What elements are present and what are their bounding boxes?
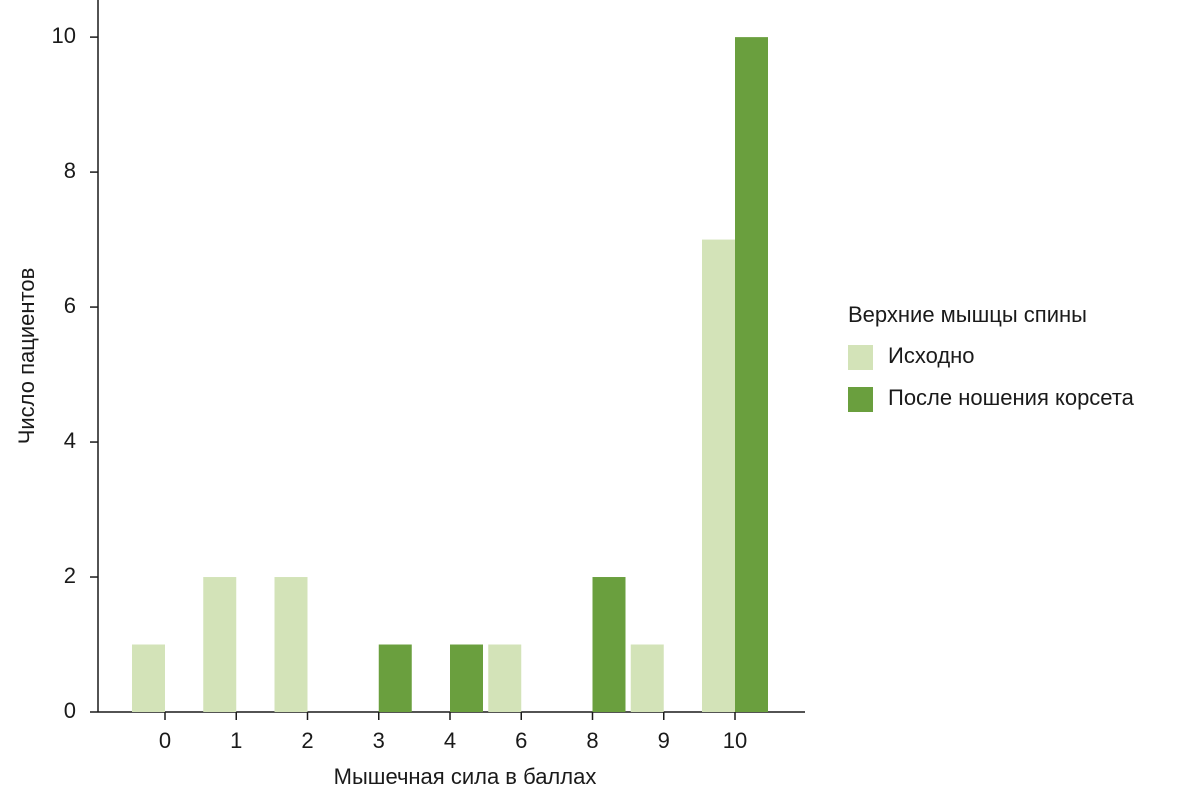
legend-label: После ношения корсета	[888, 385, 1135, 410]
x-tick-label: 0	[159, 728, 171, 753]
x-tick-label: 2	[301, 728, 313, 753]
bar	[203, 577, 237, 712]
bar	[450, 644, 483, 712]
x-tick-label: 4	[444, 728, 456, 753]
legend-title: Верхние мышцы спины	[848, 302, 1087, 327]
bar	[735, 37, 768, 713]
x-tick-label: 8	[586, 728, 598, 753]
bar	[274, 577, 308, 712]
x-tick-label: 6	[515, 728, 527, 753]
y-tick-label: 2	[64, 563, 76, 588]
y-tick-label: 10	[52, 23, 76, 48]
bar	[132, 644, 165, 712]
bar	[702, 239, 735, 712]
x-tick-label: 10	[723, 728, 747, 753]
bar	[378, 644, 412, 712]
x-axis-label: Мышечная сила в баллах	[334, 764, 597, 789]
bar	[630, 644, 664, 712]
y-tick-label: 0	[64, 698, 76, 723]
x-tick-label: 9	[658, 728, 670, 753]
y-tick-label: 8	[64, 158, 76, 183]
legend-label: Исходно	[888, 343, 975, 368]
x-tick-label: 1	[230, 728, 242, 753]
y-tick-label: 4	[64, 428, 76, 453]
y-axis-label: Число пациентов	[14, 268, 39, 445]
x-tick-label: 3	[373, 728, 385, 753]
y-tick-label: 6	[64, 293, 76, 318]
legend-swatch	[848, 345, 873, 370]
bar	[592, 577, 626, 712]
bar	[488, 644, 522, 712]
legend-swatch	[848, 387, 873, 412]
